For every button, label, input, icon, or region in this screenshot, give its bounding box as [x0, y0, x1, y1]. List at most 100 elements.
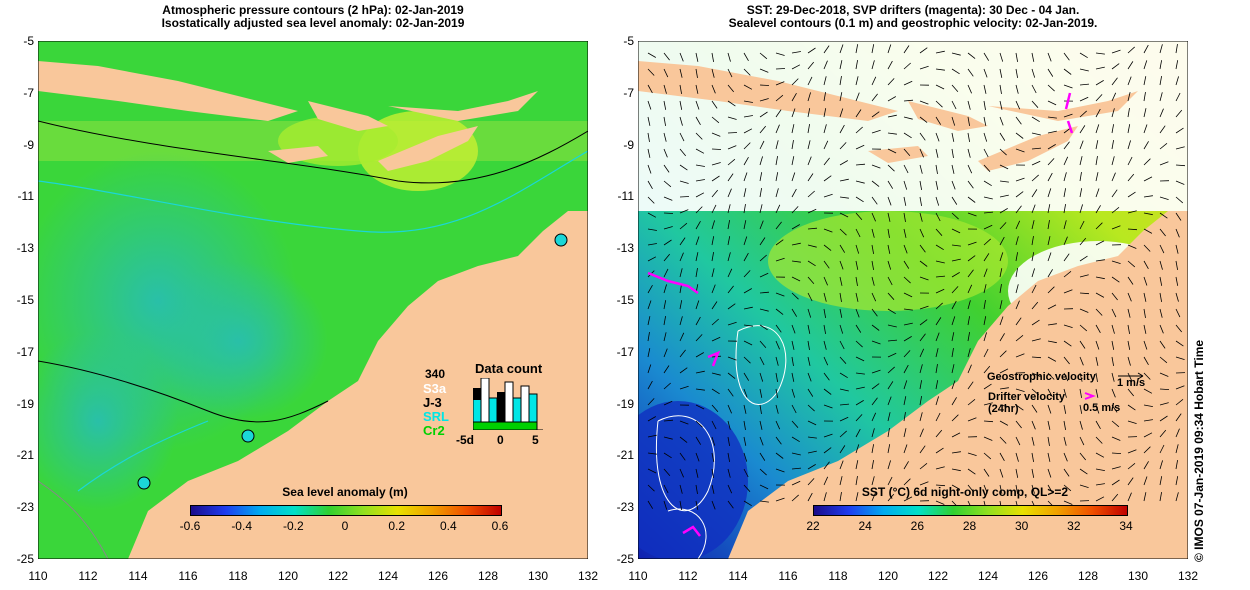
imos-timestamp: © IMOS 07-Jan-2019 09:34 Hobart Time: [1192, 339, 1206, 562]
drifter-label-line1: Drifter velocity: [988, 391, 1066, 403]
lon-tick-label: 114: [128, 569, 148, 583]
lat-tick-label: -19: [16, 396, 34, 411]
australia-land: [728, 211, 1188, 559]
svp-drifter-tracks: [647, 92, 1074, 537]
lon-tick-label: 122: [327, 569, 349, 583]
island-timor: [978, 126, 1078, 171]
lat-tick-label: -9: [23, 137, 34, 152]
lon-tick-label: 112: [678, 569, 698, 583]
sla-colorbar: [190, 505, 502, 516]
colorbar-tick-label: 24: [858, 519, 872, 533]
drifter-scale-label: 0.5 m/s: [1083, 402, 1121, 414]
lat-tick-label: -15: [616, 293, 634, 307]
data-count-tick: 5: [532, 433, 539, 447]
lat-tick-label: -7: [23, 85, 34, 100]
colorbar-tick-label: -0.6: [179, 519, 201, 533]
tide-gauge-marker: [137, 476, 151, 490]
left-title-line2: Isostatically adjusted sea level anomaly…: [161, 16, 465, 30]
drifter-velocity-label: Drifter velocity (24hr): [988, 391, 1065, 415]
island-lombok-sumbawa: [308, 101, 388, 131]
left-panel-title: Atmospheric pressure contours (2 hPa): 0…: [38, 4, 588, 30]
island-flores: [988, 91, 1138, 121]
lon-tick-label: 120: [877, 569, 899, 583]
colorbar-tick-label: -0.2: [282, 519, 304, 533]
lon-tick-label: 110: [628, 569, 648, 583]
geostrophic-velocity-label: Geostrophic velocity: [987, 371, 1096, 383]
lat-tick-label: -21: [16, 448, 34, 463]
lat-tick-label: -11: [17, 189, 34, 204]
data-count-histogram: [473, 378, 543, 430]
cloud-mask: [638, 41, 1188, 211]
colorbar-tick-label: -0.4: [231, 519, 252, 533]
geostrophic-scale-label: 1 m/s: [1117, 377, 1146, 389]
lat-tick-label: -25: [16, 552, 34, 566]
lat-tick-label: -15: [16, 293, 34, 307]
tide-gauge-marker: [241, 429, 255, 443]
lon-tick-label: 128: [477, 569, 499, 583]
island-java: [638, 61, 898, 121]
mission-label: J-3: [423, 395, 442, 410]
island-timor: [378, 126, 478, 171]
drifter-scale-arrow: [1084, 392, 1096, 400]
lon-tick-label: 118: [828, 569, 848, 583]
colorbar-tick-label: 0.4: [439, 519, 457, 533]
lon-tick-label: 112: [78, 569, 98, 583]
lat-tick-label: -5: [23, 34, 34, 48]
colorbar-tick-label: 0.6: [491, 519, 509, 533]
lon-tick-label: 116: [178, 569, 198, 583]
lon-tick-label: 122: [927, 569, 949, 583]
colorbar-tick-label: 26: [910, 519, 924, 533]
island-flores: [388, 91, 538, 121]
island-sumba: [268, 146, 328, 163]
colorbar-tick-label: 22: [806, 519, 820, 533]
lat-tick-label: -5: [623, 34, 634, 48]
mission-label: S3a: [423, 381, 447, 396]
lon-tick-label: 132: [1177, 569, 1199, 583]
right-title-line2: Sealevel contours (0.1 m) and geostrophi…: [728, 16, 1098, 30]
island-sumba: [868, 146, 928, 163]
lon-tick-label: 124: [377, 569, 399, 583]
tide-gauge-marker: [554, 233, 568, 247]
sst-colorbar-title: SST (°C) 6d night-only comp, QL>=2: [861, 485, 1069, 499]
data-count-tick: -5d: [456, 433, 474, 447]
lon-tick-label: 124: [977, 569, 999, 583]
right-panel-title: SST: 29-Dec-2018, SVP drifters (magenta)…: [638, 4, 1188, 30]
island-lombok-sumbawa: [908, 101, 988, 131]
lat-tick-label: -23: [616, 500, 634, 515]
lat-tick-label: -17: [616, 344, 634, 359]
data-count-tick: 0: [497, 433, 504, 447]
lon-tick-label: 110: [28, 569, 48, 583]
geostrophic-velocity-arrows: [647, 44, 1186, 510]
lat-tick-label: -11: [617, 189, 634, 204]
lon-tick-label: 128: [1077, 569, 1099, 583]
lat-tick-label: -21: [616, 448, 634, 463]
sea-level-anomaly-map: [38, 41, 588, 559]
lon-tick-label: 132: [577, 569, 599, 583]
lat-tick-label: -9: [623, 137, 634, 152]
lat-tick-label: -23: [16, 500, 34, 515]
sst-colorbar: [813, 505, 1128, 516]
lat-tick-label: -19: [616, 396, 634, 411]
right-title-line1: SST: 29-Dec-2018, SVP drifters (magenta)…: [746, 3, 1080, 17]
left-title-line1: Atmospheric pressure contours (2 hPa): 0…: [162, 3, 464, 17]
mission-label: Cr2: [423, 423, 445, 438]
geostrophic-scale-arrow: [1118, 372, 1144, 380]
colorbar-tick-label: 28: [962, 519, 977, 533]
mission-label: SRL: [423, 409, 449, 424]
lat-tick-label: -17: [16, 344, 34, 359]
lon-tick-label: 114: [728, 569, 748, 583]
lon-tick-label: 130: [527, 569, 549, 583]
lat-tick-label: -13: [16, 241, 34, 256]
lon-tick-label: 126: [427, 569, 449, 583]
sla-colorbar-title: Sea level anomaly (m): [282, 485, 408, 499]
lat-tick-label: -7: [623, 85, 634, 100]
lon-tick-label: 130: [1127, 569, 1149, 583]
lat-tick-label: -13: [616, 241, 634, 256]
colorbar-tick-label: 32: [1067, 519, 1081, 533]
colorbar-tick-label: 34: [1119, 519, 1133, 533]
lon-tick-label: 120: [277, 569, 299, 583]
lat-tick-label: -25: [616, 552, 634, 566]
sst-map: [638, 41, 1188, 559]
data-count-max: 340: [425, 367, 446, 381]
colorbar-tick-label: 0.2: [388, 519, 405, 533]
